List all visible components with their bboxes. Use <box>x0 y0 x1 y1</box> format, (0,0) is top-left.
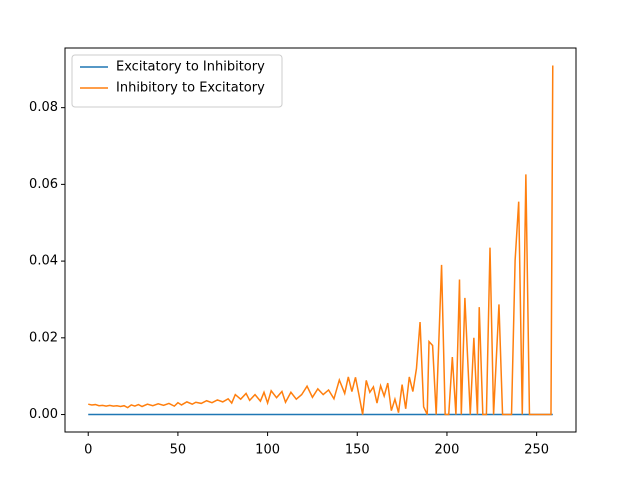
y-tick-label: 0.04 <box>29 254 58 269</box>
x-tick-label: 0 <box>84 443 92 458</box>
x-tick-label: 200 <box>435 443 460 458</box>
x-tick-label: 250 <box>524 443 549 458</box>
legend-label: Excitatory to Inhibitory <box>116 60 265 75</box>
y-tick-label: 0.00 <box>29 407 58 422</box>
x-tick-label: 100 <box>255 443 280 458</box>
y-tick-label: 0.02 <box>29 330 58 345</box>
series-line <box>88 65 554 416</box>
y-tick-label: 0.08 <box>29 100 58 115</box>
y-tick-label: 0.06 <box>29 177 58 192</box>
legend-label: Inhibitory to Excitatory <box>116 81 265 96</box>
plot-frame <box>64 47 577 433</box>
legend-box <box>71 54 283 108</box>
x-tick-label: 150 <box>345 443 370 458</box>
x-tick-label: 50 <box>170 443 187 458</box>
